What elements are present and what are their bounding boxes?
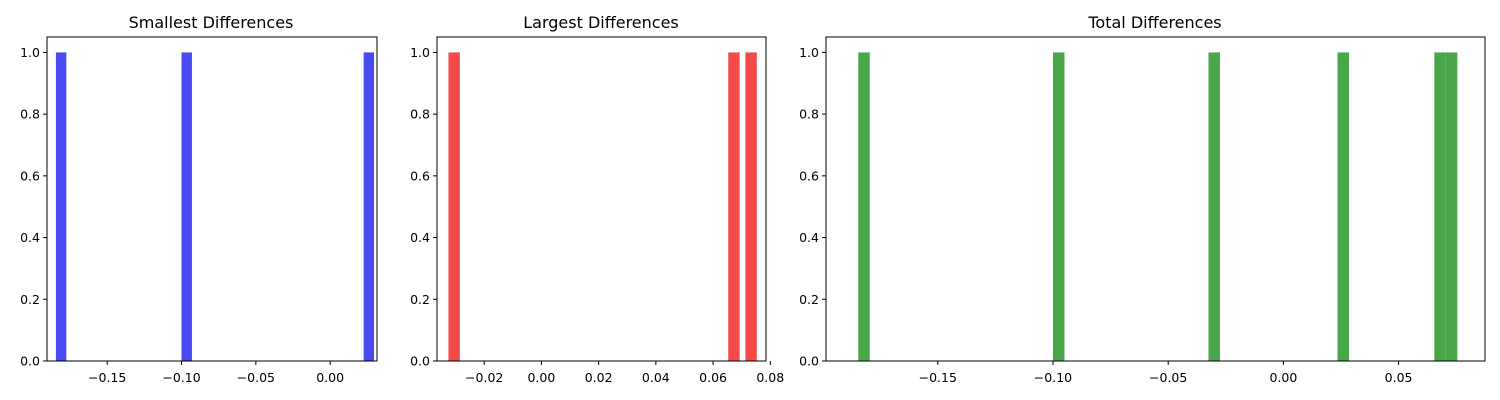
largest-y-tick-label-2: 0.4	[410, 230, 430, 245]
largest-x-tick-label-5: 0.08	[756, 370, 784, 385]
largest-bar-2	[745, 52, 757, 362]
total-y-tick-label-0: 0.0	[799, 354, 819, 369]
largest-y-tick-label-0: 0.0	[410, 354, 430, 369]
total-y-tick-label-1: 0.2	[799, 292, 819, 307]
total-x-tick-label-4: 0.05	[1385, 370, 1413, 385]
smallest-y-tick-label-0: 0.0	[20, 354, 40, 369]
largest-y-tick-label-4: 0.8	[410, 107, 430, 122]
largest-differences-panel: Largest Differences −0.02 0.00 0.02 0.04 0.0…	[410, 13, 784, 385]
total-y-tick-label-4: 0.8	[799, 107, 819, 122]
smallest-x-tick-label-3: 0.00	[316, 370, 344, 385]
largest-x-tick-label-1: 0.00	[527, 370, 555, 385]
total-differences-title: Total Differences	[1087, 13, 1221, 32]
total-x-tick-label-3: 0.00	[1269, 370, 1297, 385]
total-x-tick-label-0: −0.15	[919, 370, 957, 385]
total-bar-4	[1434, 52, 1446, 362]
smallest-y-tick-label-4: 0.8	[20, 107, 40, 122]
largest-x-tick-label-2: 0.02	[585, 370, 613, 385]
total-x-tick-label-2: −0.05	[1149, 370, 1187, 385]
total-axes-frame	[825, 36, 1486, 362]
smallest-bar-2	[363, 52, 375, 362]
largest-bar-0	[448, 52, 460, 362]
largest-x-tick-label-3: 0.04	[642, 370, 670, 385]
total-bar-3	[1337, 52, 1350, 362]
largest-differences-title: Largest Differences	[523, 13, 679, 32]
total-y-tick-label-3: 0.6	[799, 168, 819, 183]
smallest-differences-title: Smallest Differences	[129, 13, 294, 32]
smallest-bar-0	[55, 52, 67, 362]
smallest-x-tick-label-1: −0.10	[162, 370, 200, 385]
largest-axes-frame	[436, 36, 767, 362]
smallest-y-tick-label-5: 1.0	[20, 45, 40, 60]
smallest-y-tick-label-1: 0.2	[20, 292, 40, 307]
total-differences-panel: Total Differences −0.15 −0.10 −0.05 0.00 0.0…	[799, 13, 1486, 385]
total-bar-1	[1052, 52, 1065, 362]
total-bar-5	[1445, 52, 1458, 362]
largest-x-tick-label-0: −0.02	[465, 370, 503, 385]
total-y-tick-label-5: 1.0	[799, 45, 819, 60]
smallest-differences-panel: Smallest Differences −0.15 −0.10 −0.05 0.00…	[20, 13, 378, 385]
total-bar-2	[1208, 52, 1221, 362]
largest-bar-1	[728, 52, 740, 362]
smallest-x-tick-label-0: −0.15	[88, 370, 126, 385]
total-x-tick-label-1: −0.10	[1034, 370, 1072, 385]
largest-y-tick-label-3: 0.6	[410, 168, 430, 183]
largest-x-tick-label-4: 0.06	[699, 370, 727, 385]
smallest-axes-frame	[46, 36, 378, 362]
smallest-y-tick-label-3: 0.6	[20, 168, 40, 183]
largest-y-tick-label-5: 1.0	[410, 45, 430, 60]
total-bar-0	[858, 52, 870, 362]
smallest-y-tick-label-2: 0.4	[20, 230, 40, 245]
smallest-bar-1	[181, 52, 192, 362]
largest-y-tick-label-1: 0.2	[410, 292, 430, 307]
total-y-tick-label-2: 0.4	[799, 230, 819, 245]
smallest-x-tick-label-2: −0.05	[237, 370, 275, 385]
